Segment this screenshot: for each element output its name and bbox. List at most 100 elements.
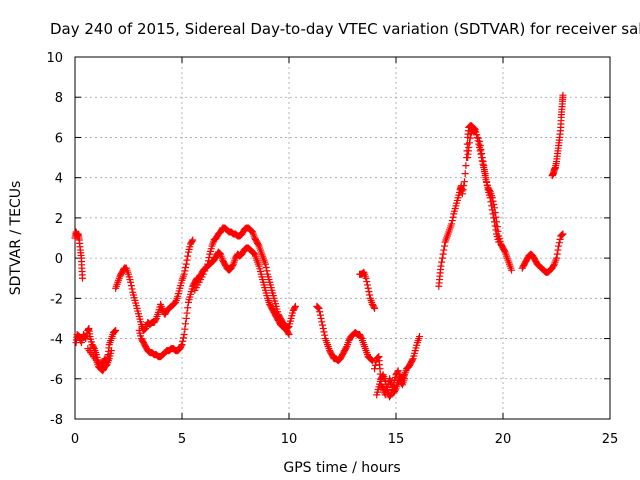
data-point [362,274,370,282]
data-point [182,260,190,268]
data-point [314,304,322,312]
data-point [476,141,484,149]
data-point [107,347,115,355]
data-point [284,329,292,337]
data-point [458,190,466,198]
data-point [183,256,191,264]
data-point [441,242,449,250]
x-tick-label: 20 [495,432,512,447]
data-point [189,236,197,244]
data-point [440,246,448,254]
data-point [554,246,562,254]
data-point [81,333,89,341]
data-point [319,325,327,332]
y-tick-label: -4 [50,333,63,348]
x-tick-labels: 0 5 10 15 20 25 [71,432,618,447]
data-points [71,91,567,401]
data-point [262,263,270,271]
data-point [394,367,402,375]
y-axis-label: SDTVAR / TECUs [8,181,24,296]
data-point [357,333,365,341]
data-point [470,126,478,134]
data-point [199,270,207,278]
data-point [490,218,498,226]
data-point [550,261,558,269]
data-point [204,260,212,268]
data-point [371,361,379,369]
data-point [388,386,396,394]
data-point [495,238,503,246]
data-point [201,267,209,275]
data-point [462,162,470,170]
data-point [555,239,563,247]
data-point [316,308,324,316]
data-point [508,266,516,274]
data-point [320,328,328,336]
data-point [188,237,196,245]
y-tick-label: -6 [50,373,63,388]
data-point [401,375,409,383]
data-point [319,321,327,329]
data-point [284,324,292,332]
data-point [449,213,457,221]
data-point [315,304,323,312]
data-point [261,260,269,268]
data-point [555,242,563,250]
data-point [178,341,186,349]
data-point [366,291,374,299]
gridlines [75,57,610,419]
data-point [473,131,481,139]
data-point [461,170,469,178]
x-tick-label: 5 [178,432,186,447]
data-point [368,356,376,364]
data-point [321,331,329,339]
data-point [111,327,119,335]
data-point [483,178,491,186]
y-tick-labels: -8 -6 -4 -2 0 2 4 6 8 10 [46,51,63,428]
data-point [368,357,376,365]
data-point [460,178,468,186]
data-point [202,263,210,271]
chart-title: Day 240 of 2015, Sidereal Day-to-day VTE… [50,20,640,38]
data-point [490,214,498,222]
data-point [416,333,424,341]
y-tick-label: 0 [55,252,63,267]
x-tick-label: 15 [388,432,405,447]
data-point [152,316,160,324]
data-point [181,325,189,333]
data-point [285,331,293,339]
y-tick-label: 6 [55,131,63,146]
data-point [474,134,482,142]
data-point [487,198,495,206]
data-point [553,254,560,262]
data-point [465,144,473,151]
data-point [254,241,262,249]
data-point [477,146,485,154]
data-point [395,370,403,378]
data-point [556,235,564,243]
data-point [182,263,190,271]
data-point [110,328,118,336]
data-point [183,309,191,317]
data-point [128,285,136,293]
data-point [488,202,496,210]
data-point [500,247,508,255]
data-point [127,278,135,286]
data-point [317,314,325,322]
data-point [180,331,188,339]
data-point [557,231,565,239]
data-point [363,281,371,289]
data-point [389,382,397,390]
data-point [204,257,212,265]
data-point [363,278,371,286]
data-point [480,166,488,174]
x-tick-label: 25 [602,432,619,447]
data-point [491,222,499,230]
data-point [381,377,389,385]
data-point [553,250,561,258]
x-tick-label: 0 [71,432,79,447]
data-point [184,252,192,260]
data-point [205,253,213,261]
data-point [374,353,382,361]
